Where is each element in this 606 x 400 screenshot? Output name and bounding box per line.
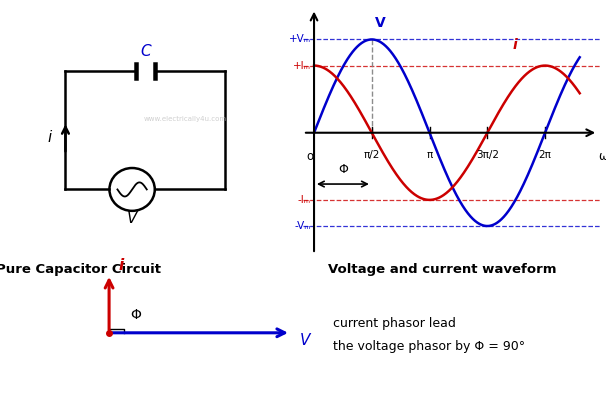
Text: -Vₘ: -Vₘ <box>295 221 311 231</box>
Text: -Iₘ: -Iₘ <box>298 195 311 205</box>
Text: π: π <box>427 150 433 160</box>
Text: current phasor lead: current phasor lead <box>333 316 456 330</box>
Text: www.electrically4u.com: www.electrically4u.com <box>144 116 227 122</box>
Text: V: V <box>375 16 385 30</box>
Text: π/2: π/2 <box>364 150 380 160</box>
Text: V: V <box>300 334 310 348</box>
Text: V: V <box>127 212 138 226</box>
Text: 3π/2: 3π/2 <box>476 150 499 160</box>
Text: i: i <box>513 38 518 52</box>
Text: +Vₘ: +Vₘ <box>289 34 311 44</box>
Text: the voltage phasor by Φ = 90°: the voltage phasor by Φ = 90° <box>333 340 525 353</box>
Text: +Iₘ: +Iₘ <box>293 60 311 70</box>
Text: Φ: Φ <box>338 163 348 176</box>
Text: ωt: ωt <box>598 150 606 162</box>
Text: Φ: Φ <box>130 308 141 322</box>
Text: Pure Capacitor Circuit: Pure Capacitor Circuit <box>0 263 161 276</box>
Text: o: o <box>306 150 313 162</box>
Text: Voltage and current waveform: Voltage and current waveform <box>328 263 557 276</box>
Text: 2π: 2π <box>539 150 551 160</box>
Text: i: i <box>118 258 124 273</box>
Text: i: i <box>47 130 52 145</box>
Text: C: C <box>140 44 151 59</box>
